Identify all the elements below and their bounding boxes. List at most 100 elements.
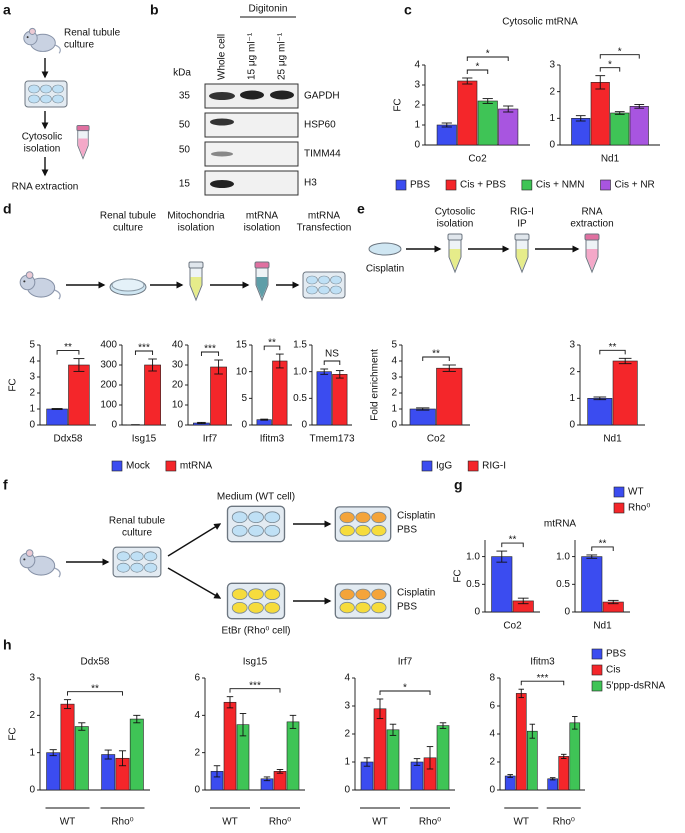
significance-label: *** bbox=[138, 343, 150, 354]
protein-label: TIMM44 bbox=[304, 149, 341, 160]
band bbox=[210, 180, 234, 188]
tube-icon bbox=[514, 233, 530, 273]
legend-label: Cis + NR bbox=[615, 180, 655, 191]
y-tick-label: 0 bbox=[111, 420, 117, 431]
bar bbox=[558, 756, 570, 791]
legend-swatch bbox=[421, 460, 433, 472]
y-tick-label: 1.5 bbox=[293, 340, 307, 351]
panel-label: h bbox=[3, 637, 12, 653]
significance-bracket bbox=[323, 360, 341, 365]
y-tick-label: 2 bbox=[549, 86, 555, 97]
bar bbox=[273, 771, 287, 791]
blot bbox=[204, 83, 299, 196]
y-tick-label: 0 bbox=[549, 140, 555, 151]
significance-bracket bbox=[599, 54, 640, 59]
significance-bracket bbox=[599, 349, 626, 355]
plate-icon bbox=[302, 271, 346, 299]
y-tick-label: 1.0 bbox=[466, 551, 480, 562]
x-tick-label: WT bbox=[513, 817, 529, 828]
y-tick-label: 1.0 bbox=[556, 551, 570, 562]
bar bbox=[129, 718, 144, 791]
legend-swatch bbox=[521, 179, 533, 191]
bar bbox=[68, 364, 90, 426]
y-tick-label: 30 bbox=[172, 360, 184, 371]
bar bbox=[436, 367, 463, 426]
y-tick-label: 10 bbox=[172, 400, 184, 411]
step-text: Cytosolic bbox=[435, 207, 476, 218]
bar bbox=[498, 108, 519, 146]
step-text: Transfection bbox=[297, 223, 352, 234]
legend-swatch bbox=[395, 179, 407, 191]
y-tick-label: 0.5 bbox=[293, 393, 307, 404]
y-tick-label: 1 bbox=[29, 404, 35, 415]
significance-bracket bbox=[591, 546, 614, 551]
legend-swatch bbox=[600, 179, 611, 191]
y-tick-label: 3 bbox=[344, 701, 350, 712]
significance-label: ** bbox=[64, 342, 72, 353]
legend-swatch bbox=[613, 502, 625, 514]
bar bbox=[101, 754, 116, 791]
legend-label: IgG bbox=[436, 461, 452, 472]
treatment-label: Digitonin bbox=[249, 4, 288, 15]
y-tick-label: 5 bbox=[391, 340, 397, 351]
significance-label: * bbox=[403, 683, 407, 694]
step-text: isolation bbox=[244, 223, 281, 234]
bar bbox=[571, 118, 591, 146]
bar bbox=[409, 408, 436, 426]
mouse-icon bbox=[19, 549, 61, 578]
bar bbox=[410, 761, 424, 791]
mw-unit: kDa bbox=[173, 68, 191, 79]
treatment-label: PBS bbox=[397, 525, 417, 536]
y-tick-label: 4 bbox=[391, 356, 397, 367]
y-tick-label: 4 bbox=[194, 710, 200, 721]
panel-label: b bbox=[150, 2, 159, 18]
legend-label: Cis bbox=[606, 665, 620, 676]
significance-bracket bbox=[67, 691, 123, 696]
x-tick-label: Rho⁰ bbox=[553, 817, 575, 828]
legend-label: mtRNA bbox=[180, 461, 213, 472]
significance-bracket bbox=[200, 351, 220, 356]
condition-label: Medium (WT cell) bbox=[217, 492, 295, 503]
x-tick-label: Co2 bbox=[427, 434, 446, 445]
x-tick-label: WT bbox=[372, 817, 388, 828]
y-tick-label: 300 bbox=[100, 360, 117, 371]
legend-swatch bbox=[445, 179, 457, 191]
lane-label: 15 μg ml⁻¹ bbox=[247, 32, 258, 80]
tube-icon bbox=[76, 124, 90, 160]
y-tick-label: 4 bbox=[414, 60, 420, 71]
bar bbox=[373, 708, 387, 791]
mw-label: 15 bbox=[179, 179, 191, 190]
y-tick-label: 0 bbox=[564, 607, 570, 618]
step-text: isolation bbox=[178, 223, 215, 234]
y-tick-label: 5 bbox=[241, 393, 247, 404]
step-text: isolation bbox=[24, 144, 61, 155]
bar bbox=[515, 693, 527, 791]
tube-icon bbox=[254, 261, 270, 301]
tube-icon bbox=[188, 261, 204, 301]
y-tick-label: 6 bbox=[489, 701, 495, 712]
mouse-icon bbox=[23, 27, 61, 54]
significance-label: *** bbox=[537, 673, 549, 684]
arrow bbox=[167, 567, 222, 599]
x-tick-label: Nd1 bbox=[593, 621, 612, 632]
bar bbox=[547, 778, 559, 791]
significance-bracket bbox=[501, 542, 524, 548]
y-tick-label: 0 bbox=[301, 420, 307, 431]
legend-swatch bbox=[591, 664, 603, 676]
y-tick-label: 3 bbox=[414, 80, 420, 91]
panel-label: c bbox=[404, 2, 412, 18]
bar bbox=[504, 775, 516, 791]
y-tick-label: 1 bbox=[29, 747, 35, 758]
significance-bracket bbox=[379, 690, 431, 695]
step-text: RNA bbox=[581, 207, 602, 218]
y-tick-label: 1 bbox=[344, 757, 350, 768]
significance-label: ** bbox=[268, 338, 276, 349]
bar bbox=[491, 556, 513, 613]
y-tick-label: 400 bbox=[100, 340, 117, 351]
bar bbox=[581, 556, 603, 613]
legend-swatch bbox=[467, 460, 479, 472]
y-tick-label: 2 bbox=[344, 729, 350, 740]
significance-label: NS bbox=[325, 349, 339, 360]
y-tick-label: 4 bbox=[344, 673, 350, 684]
significance-label: ** bbox=[91, 683, 99, 694]
